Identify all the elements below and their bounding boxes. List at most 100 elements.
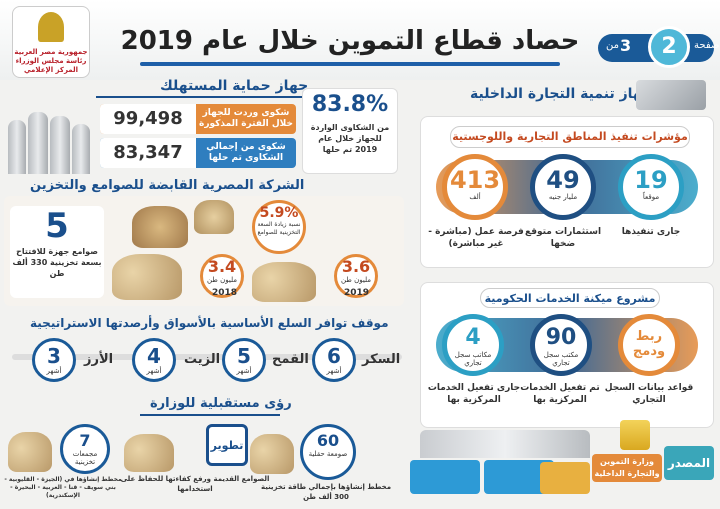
reserves-heading: موقف توافر السلع الأساسية بالأسواق وأرصد… (30, 316, 389, 330)
logistics-heading: مؤشرات تنفيذ المناطق التجارية واللوجستية (450, 126, 690, 148)
reserve-label-sugar: السكر (362, 352, 401, 367)
sacks-icon (124, 434, 174, 472)
new-silos-desc: صوامع جهزة للافتتاح بسعة تخزينية 330 ألف… (12, 247, 102, 278)
automation-heading: مشروع ميكنة الخدمات الحكومية (480, 288, 660, 308)
eagle-emblem-icon (38, 12, 64, 42)
grain-pile-icon (250, 434, 294, 474)
reserve-unit: أشهر (146, 367, 162, 375)
resolution-rate-value: 83.8% (311, 92, 389, 117)
logistics-jobs-desc: فرصة عمل (مباشرة - غير مباشرة) (428, 227, 524, 249)
truck-icon (540, 462, 590, 494)
reserve-rice: 3 أشهر (32, 338, 76, 382)
title-underline (140, 62, 560, 66)
consumer-protection-heading: جهاز حماية المستهلك (160, 78, 309, 94)
capacity-growth-bubble: 5.9% نسبة زيادة السعة التخزينية للصوامع (252, 200, 306, 254)
complaints-resolved-value: 83,347 (113, 142, 183, 163)
cash-icon (636, 80, 706, 110)
registry-linking-ring: ربط ودمج (618, 314, 680, 376)
silo-icon (50, 116, 70, 174)
registry-linking-value: ربط ودمج (632, 329, 666, 359)
logistics-investment-unit: مليار جنيه (548, 193, 578, 201)
page-label: صفحة (694, 40, 720, 51)
logistics-investment-desc: استثمارات متوقع ضخها (524, 227, 602, 249)
field-silos-count: 60 (316, 431, 340, 450)
logistics-jobs-value: 413 (449, 166, 501, 194)
capacity-2018-unit: مليون طن (206, 276, 238, 284)
oil-bottle-icon (620, 420, 650, 450)
internal-trade-heading: جهاز تنمية التجارة الداخلية (470, 86, 653, 102)
grain-bowls-icon (132, 206, 188, 248)
resolution-rate-desc: من الشكاوى الواردة للجهاز خلال عام 2019 … (310, 123, 390, 154)
complaints-received-desc: شكوى وردت للجهاز خلال الفترة المذكورة (199, 108, 293, 129)
pending-offices-ring: 4 مكاتب سجل تجاري (442, 314, 504, 376)
reserve-label-oil: الزيت (184, 352, 221, 367)
reserve-sugar: 6 أشهر (312, 338, 356, 382)
logo-text: جمهورية مصر العربية رئاسة مجلس الوزراء ا… (14, 48, 88, 74)
complaints-received-value: 99,498 (113, 108, 183, 129)
field-silos-desc: مخطط إنشاؤها بإجمالي طاقة تخزينية 300 أل… (260, 483, 392, 501)
ministry-badge: وزارة التموين والتجارة الداخلية (592, 454, 662, 482)
logistics-investment-ring: 49 مليار جنيه (530, 154, 596, 220)
source-label: المصدر (664, 446, 714, 480)
activated-offices-value: 90 (545, 325, 577, 350)
future-vision-heading: رؤى مستقبلية للوزارة (150, 396, 292, 411)
new-silos-card (10, 206, 104, 298)
develop-card: تطوير (206, 424, 248, 466)
page-number: 2 (648, 26, 690, 68)
logistics-jobs-ring: 413 ألف (442, 154, 508, 220)
reserve-unit: أشهر (46, 367, 62, 375)
page-title: حصاد قطاع التموين خلال عام 2019 (120, 26, 580, 56)
reserve-label-wheat: القمح (272, 352, 309, 367)
capacity-2018-bubble: 3.4 مليون طن (200, 254, 244, 298)
capacity-2018-year: 2018 (212, 288, 238, 298)
sacks-icon (252, 262, 316, 302)
develop-desc: الصوامع القديمة ورفع كفاءتها للحفاظ على … (120, 475, 270, 493)
storage-complexes-desc: مخطط إنشاؤها في (الجيزة - القليوبية - بن… (4, 476, 122, 499)
new-silos-count: 5 (45, 206, 69, 246)
pending-offices-unit: مكاتب سجل تجاري (454, 351, 492, 367)
complaints-resolved-desc: شكوى من إجمالي الشكاوى تم حلها (206, 142, 286, 163)
pending-offices-desc: جارى تفعيل الخدمات المركزية بها (427, 383, 521, 405)
reserve-months: 6 (327, 344, 341, 368)
resolution-rate-card (302, 88, 398, 174)
reserve-unit: أشهر (236, 367, 252, 375)
activated-offices-desc: تم تفعيل الخدمات المركزية بها (520, 383, 600, 405)
field-silos-circle: 60 صومعة حقلية (300, 424, 356, 480)
section-divider (140, 414, 280, 416)
logistics-jobs-unit: ألف (469, 193, 481, 201)
logistics-sites-desc: جارى تنفيذها (621, 227, 681, 237)
holding-company-heading: الشركة المصرية القابضة للصوامع والتخزين (30, 178, 305, 193)
page-of: من (606, 40, 619, 51)
pending-offices-value: 4 (465, 325, 481, 350)
capacity-growth-desc: نسبة زيادة السعة التخزينية للصوامع (257, 221, 301, 236)
complaints-received-value-box: 99,498 (100, 104, 196, 134)
capacity-2019-year: 2019 (344, 288, 370, 298)
reserve-wheat: 5 أشهر (222, 338, 266, 382)
develop-label: تطوير (210, 439, 244, 452)
capacity-growth-value: 5.9% (259, 205, 299, 221)
field-silos-unit: صومعة حقلية (308, 450, 348, 458)
complaints-resolved-value-box: 83,347 (100, 138, 196, 168)
section-divider (96, 96, 304, 98)
silo-icon (8, 120, 26, 174)
wheat-sack-icon (8, 432, 52, 472)
silo-icon (72, 124, 90, 174)
capacity-2019-bubble: 3.6 مليون طن (334, 254, 378, 298)
activated-offices-unit: مكتب سجل تجاري (543, 351, 579, 367)
storage-complexes-count: 7 (79, 431, 91, 450)
silo-icon (28, 112, 48, 174)
reserve-label-rice: الأرز (84, 352, 114, 367)
logistics-sites-ring: 19 موقعاً (618, 154, 684, 220)
logistics-investment-value: 49 (546, 166, 580, 194)
sacks-icon (112, 254, 182, 300)
reserve-months: 4 (147, 344, 161, 368)
silos-background-icon (420, 430, 590, 458)
reserve-oil: 4 أشهر (132, 338, 176, 382)
capacity-2019-value: 3.6 (341, 257, 371, 276)
capacity-2019-unit: مليون طن (340, 276, 372, 284)
reserve-months: 5 (237, 344, 251, 368)
registry-linking-desc: قواعد بيانات السجل التجاري (604, 383, 694, 405)
grain-bowl-icon (194, 200, 234, 234)
page-total: 3 (620, 36, 632, 55)
reserves-track (12, 354, 402, 360)
